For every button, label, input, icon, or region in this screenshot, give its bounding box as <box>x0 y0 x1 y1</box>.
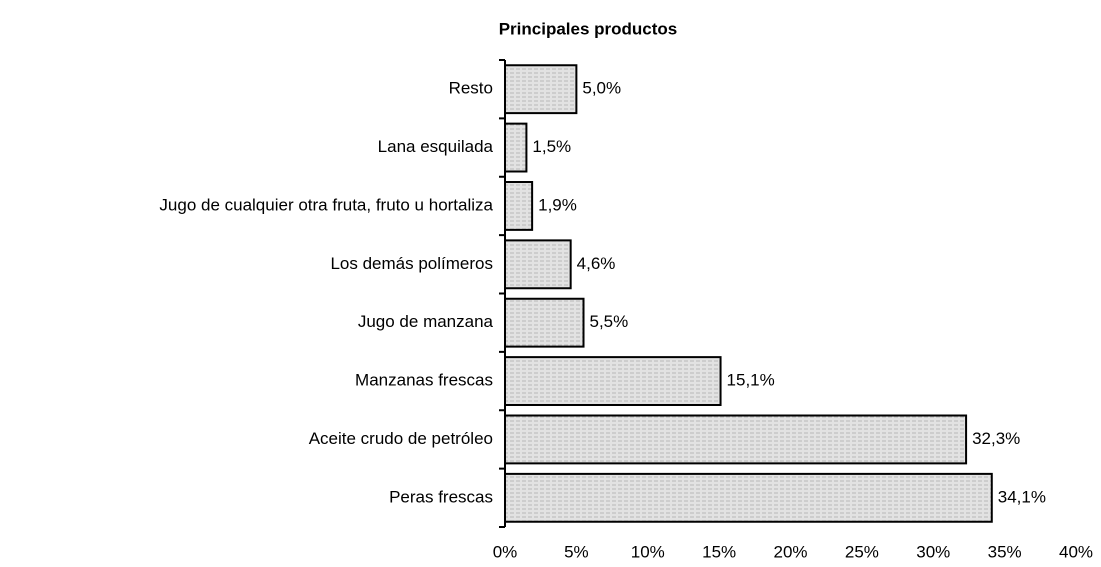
y-tick-label: Aceite crudo de petróleo <box>309 429 493 448</box>
value-label: 4,6% <box>577 254 616 273</box>
x-tick-label: 25% <box>845 542 879 561</box>
y-tick-label: Jugo de cualquier otra fruta, fruto u ho… <box>159 195 493 214</box>
bar <box>504 239 572 290</box>
x-tick-label: 5% <box>564 542 589 561</box>
value-label: 5,0% <box>582 79 621 98</box>
bar <box>504 472 993 523</box>
bar <box>504 64 578 115</box>
bar <box>504 297 585 348</box>
x-tick-label: 40% <box>1059 542 1093 561</box>
x-tick-label: 15% <box>702 542 736 561</box>
value-label: 15,1% <box>727 371 775 390</box>
value-label: 32,3% <box>972 429 1020 448</box>
bar <box>504 181 534 231</box>
chart-title: Principales productos <box>499 19 678 38</box>
bar <box>504 414 968 465</box>
value-label: 34,1% <box>998 487 1046 506</box>
y-tick-label: Manzanas frescas <box>355 371 493 390</box>
y-tick-label: Lana esquilada <box>378 137 494 156</box>
bar <box>504 356 722 406</box>
y-tick-label: Jugo de manzana <box>358 312 494 331</box>
x-tick-label: 0% <box>493 542 518 561</box>
bar <box>504 122 528 173</box>
x-tick-label: 20% <box>773 542 807 561</box>
x-tick-label: 10% <box>631 542 665 561</box>
value-label: 5,5% <box>590 312 629 331</box>
y-tick-label: Resto <box>449 79 493 98</box>
value-label: 1,9% <box>538 195 577 214</box>
y-tick-label: Los demás polímeros <box>330 254 493 273</box>
x-tick-label: 35% <box>988 542 1022 561</box>
value-label: 1,5% <box>532 137 571 156</box>
y-tick-label: Peras frescas <box>389 487 493 506</box>
x-tick-label: 30% <box>916 542 950 561</box>
